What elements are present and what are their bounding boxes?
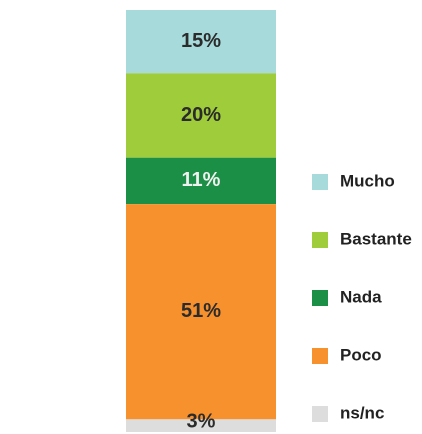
value-label: 20% — [181, 104, 221, 126]
bar-segment — [126, 73, 276, 158]
bar-segment — [126, 157, 276, 205]
legend-label: Poco — [340, 345, 382, 364]
bar-segment — [126, 419, 276, 432]
legend-label: ns/nc — [340, 403, 384, 422]
legend-swatch — [312, 348, 328, 364]
legend-swatch — [312, 174, 328, 190]
value-label: 51% — [181, 300, 221, 322]
value-label: 3% — [187, 410, 216, 432]
bar-segment — [126, 204, 276, 420]
legend-swatch — [312, 232, 328, 248]
bar-segment — [126, 10, 276, 74]
value-label: 11% — [182, 169, 221, 191]
legend-swatch — [312, 290, 328, 306]
legend-swatch — [312, 406, 328, 422]
legend-label: Mucho — [340, 171, 395, 190]
value-label: 15% — [181, 30, 221, 52]
legend-label: Nada — [340, 287, 382, 306]
legend-label: Bastante — [340, 229, 412, 248]
